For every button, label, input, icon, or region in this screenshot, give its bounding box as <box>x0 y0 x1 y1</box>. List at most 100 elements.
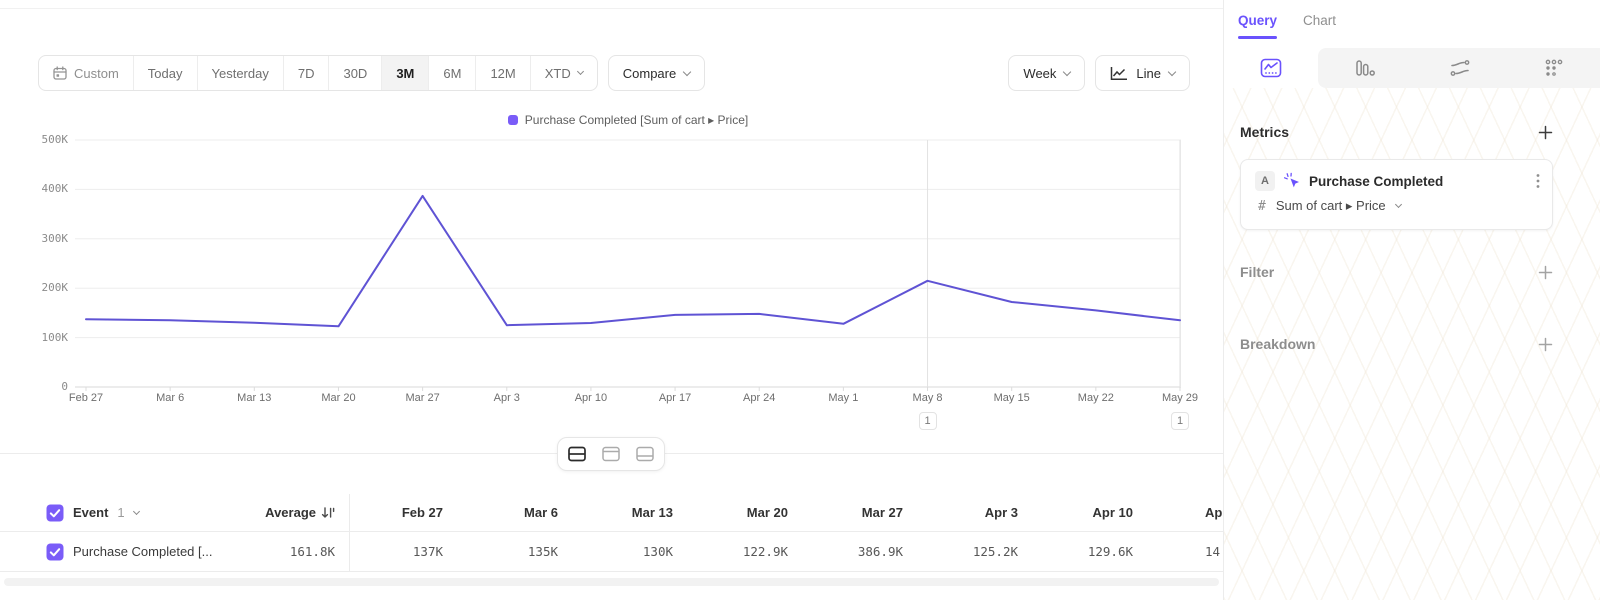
date-column-header: Mar 27 <box>861 505 903 520</box>
average-header-label: Average <box>265 505 316 520</box>
range-7d[interactable]: 7D <box>282 56 329 90</box>
y-axis-tick-label: 300K <box>41 231 69 245</box>
chevron-down-icon <box>682 67 692 76</box>
date-tools: Custom Today Yesterday 7D 30D 3M 6M 12M XTD Comp… <box>38 55 706 91</box>
tab-chart[interactable]: Chart <box>1303 13 1337 28</box>
date-column-value: 129.6K <box>1087 544 1133 559</box>
date-range-group: Custom Today Yesterday 7D 30D 3M 6M 12M XTD <box>38 55 598 91</box>
range-label: 12M <box>490 65 516 81</box>
annotation-badge[interactable]: 1 <box>918 412 937 430</box>
range-today[interactable]: Today <box>132 56 197 90</box>
annotation-badge[interactable]: 1 <box>1171 412 1189 430</box>
table-header-row: Event 1 Average Feb 27 Mar 6 Mar 13 Mar 20 M… <box>0 494 1223 532</box>
range-30d[interactable]: 30D <box>328 56 381 90</box>
metric-letter-badge: A <box>1255 171 1275 191</box>
range-label: Custom <box>74 65 119 81</box>
metrics-title: Metrics <box>1240 124 1290 140</box>
metric-aggregation-row[interactable]: # Sum of cart ▸ Price <box>1241 191 1552 214</box>
range-label: XTD <box>544 65 571 81</box>
breakdown-title: Breakdown <box>1240 336 1316 352</box>
chart-type-flow-button[interactable] <box>1412 48 1507 88</box>
query-builder: Metrics A Purchase Completed <box>1224 88 1600 600</box>
x-axis-tick-label: Mar 20 <box>321 392 356 404</box>
date-column-value: 125.2K <box>972 544 1018 559</box>
horizontal-scrollbar[interactable] <box>4 578 1219 586</box>
y-axis-tick-label: 400K <box>41 182 69 196</box>
chart-type-switcher <box>1224 48 1600 88</box>
x-axis-tick-label: Mar 27 <box>405 392 440 404</box>
range-label: 7D <box>297 65 315 81</box>
x-axis-tick-label: Feb 27 <box>68 392 104 404</box>
column-divider <box>349 532 350 571</box>
y-axis-tick-label: 0 <box>61 380 68 393</box>
date-column-value: 135K <box>527 544 558 559</box>
interval-label: Week <box>1023 65 1057 81</box>
event-header-cell[interactable]: Event 1 <box>0 504 230 522</box>
chart-type-line-button[interactable] <box>1224 48 1319 88</box>
event-row-cell: Purchase Completed [... <box>0 543 230 561</box>
chart-type-grid-button[interactable] <box>1506 48 1600 88</box>
chevron-down-icon <box>132 507 140 515</box>
compare-button[interactable]: Compare <box>607 55 706 91</box>
chart-legend[interactable]: Purchase Completed [Sum of cart ▸ Price] <box>75 113 1181 127</box>
chart-tools: Week Line <box>1008 55 1190 91</box>
range-label: Yesterday <box>211 65 269 81</box>
chevron-down-icon <box>1167 67 1177 76</box>
flow-chart-icon <box>1450 60 1470 76</box>
metrics-section-header: Metrics <box>1240 124 1553 140</box>
table-row[interactable]: Purchase Completed [... 161.8K 137K 135K 1… <box>0 532 1223 572</box>
checkbox-checked-icon[interactable] <box>46 504 64 522</box>
x-axis-tick-label: May 8 <box>912 392 943 404</box>
filter-section-header: Filter <box>1240 264 1553 280</box>
tab-query[interactable]: Query <box>1238 13 1278 39</box>
range-label: 30D <box>343 65 368 81</box>
date-column-header: Apr 3 <box>984 505 1018 520</box>
range-xtd[interactable]: XTD <box>529 56 597 90</box>
line-chart-plot[interactable] <box>75 139 1181 391</box>
plus-icon <box>1538 265 1553 279</box>
table-view-button[interactable] <box>629 441 661 467</box>
calendar-icon <box>53 66 67 80</box>
x-axis-tick-label: Apr 24 <box>743 392 776 404</box>
legend-swatch <box>507 115 518 125</box>
add-filter-button[interactable] <box>1538 265 1553 280</box>
average-header-cell[interactable]: Average <box>230 505 335 520</box>
metric-name: Purchase Completed <box>1309 173 1444 189</box>
split-view-button[interactable] <box>561 441 593 467</box>
grid-dots-icon <box>1545 59 1563 76</box>
range-12m[interactable]: 12M <box>475 56 529 90</box>
add-metric-button[interactable] <box>1538 125 1553 140</box>
event-row-label: Purchase Completed [... <box>73 544 213 559</box>
chart-style-button[interactable]: Line <box>1095 55 1190 91</box>
x-axis-tick-label: May 22 <box>1077 392 1114 404</box>
date-column-header: Mar 13 <box>631 505 673 520</box>
compare-label: Compare <box>622 65 677 81</box>
toolbar: Custom Today Yesterday 7D 30D 3M 6M 12M XTD Comp… <box>38 55 1190 91</box>
checkbox-checked-icon[interactable] <box>46 543 64 561</box>
chevron-down-icon <box>1063 67 1072 76</box>
chart-type-bar-button[interactable] <box>1318 48 1413 88</box>
range-3m[interactable]: 3M <box>381 56 429 90</box>
panel-tabs: Query Chart <box>1238 12 1337 39</box>
legend-label: Purchase Completed [Sum of cart ▸ Price] <box>524 113 749 127</box>
y-axis-tick-label: 100K <box>41 330 69 344</box>
chart-view-button[interactable] <box>595 441 627 467</box>
table-view-icon <box>636 446 654 462</box>
query-panel: Query Chart <box>1223 0 1600 600</box>
range-custom[interactable]: Custom <box>39 56 133 90</box>
range-label: 3M <box>396 65 415 81</box>
kebab-menu-icon[interactable] <box>1536 173 1540 189</box>
sort-icon[interactable] <box>321 506 335 520</box>
add-breakdown-button[interactable] <box>1538 337 1553 352</box>
x-axis-tick-label: Mar 6 <box>156 392 185 404</box>
x-axis-tick-label: May 1 <box>828 392 859 404</box>
range-yesterday[interactable]: Yesterday <box>196 56 283 90</box>
metric-card[interactable]: A Purchase Completed # Sum of cart ▸ Pri… <box>1240 159 1553 230</box>
range-6m[interactable]: 6M <box>428 56 475 90</box>
x-axis-tick-label: Apr 3 <box>493 392 520 404</box>
y-axis-tick-label: 200K <box>41 281 69 295</box>
interval-button[interactable]: Week <box>1008 55 1086 91</box>
date-column-value: 130K <box>642 544 673 559</box>
breakdown-section-header: Breakdown <box>1240 336 1553 352</box>
aggregation-label: Sum of cart ▸ Price <box>1275 198 1386 213</box>
